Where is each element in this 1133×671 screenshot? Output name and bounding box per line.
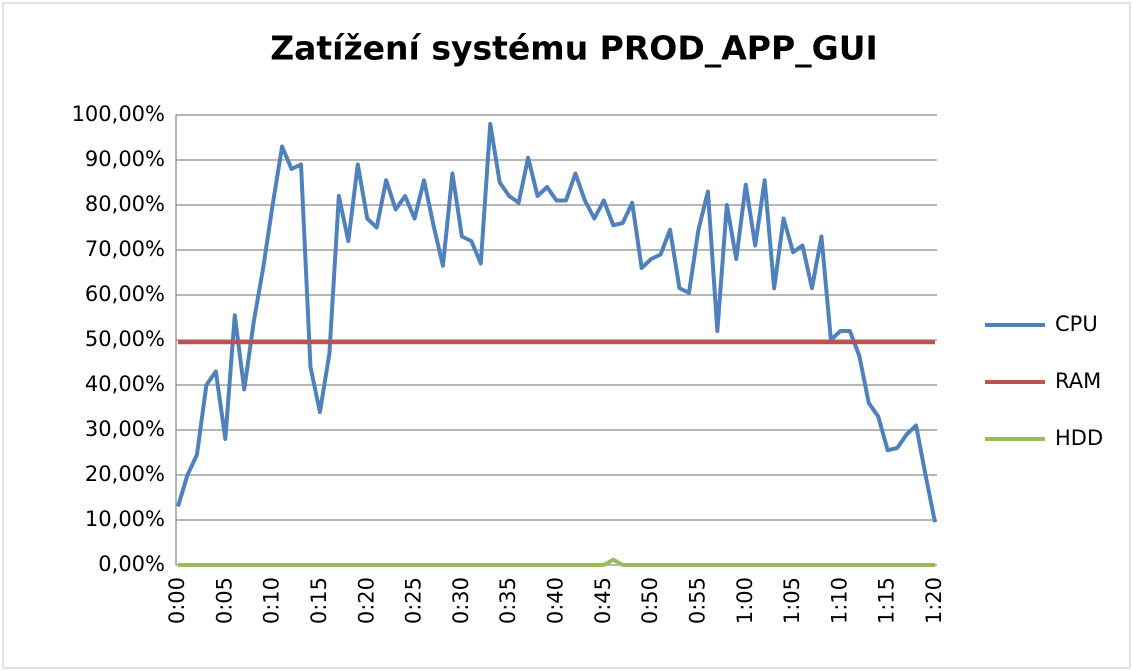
x-tick-label: 0:05: [212, 577, 236, 624]
legend-label: RAM: [1055, 369, 1101, 393]
y-tick-label: 40,00%: [85, 372, 165, 396]
x-tick-label: 0:20: [354, 577, 378, 624]
x-tick-label: 0:40: [544, 577, 568, 624]
y-tick-label: 50,00%: [85, 327, 165, 351]
x-tick-label: 0:35: [496, 577, 520, 624]
x-tick-label: 0:50: [638, 577, 662, 624]
y-tick-label: 60,00%: [85, 282, 165, 306]
x-tick-label: 0:30: [449, 577, 473, 624]
x-tick-label: 1:00: [733, 577, 757, 624]
x-tick-label: 0:10: [260, 577, 284, 624]
series-line: [178, 557, 935, 567]
y-tick-label: 80,00%: [85, 192, 165, 216]
y-tick-label: 10,00%: [85, 507, 165, 531]
series-line: [176, 122, 937, 523]
chart-title: Zatížení systému PROD_APP_GUI: [270, 29, 878, 68]
x-tick-label: 0:45: [591, 577, 615, 624]
legend-label: HDD: [1055, 426, 1103, 450]
x-tick-label: 1:05: [780, 577, 804, 624]
x-tick-label: 0:25: [402, 577, 426, 624]
x-tick-label: 1:20: [922, 577, 946, 624]
y-tick-label: 0,00%: [98, 552, 165, 576]
y-tick-label: 20,00%: [85, 462, 165, 486]
legend-label: CPU: [1055, 312, 1098, 336]
y-tick-label: 90,00%: [85, 147, 165, 171]
y-tick-label: 70,00%: [85, 237, 165, 261]
x-tick-label: 0:55: [685, 577, 709, 624]
x-tick-label: 1:10: [827, 577, 851, 624]
y-tick-label: 100,00%: [72, 102, 165, 126]
x-tick-label: 0:15: [307, 577, 331, 624]
x-tick-label: 0:00: [165, 577, 189, 624]
x-tick-label: 1:15: [875, 577, 899, 624]
y-tick-label: 30,00%: [85, 417, 165, 441]
